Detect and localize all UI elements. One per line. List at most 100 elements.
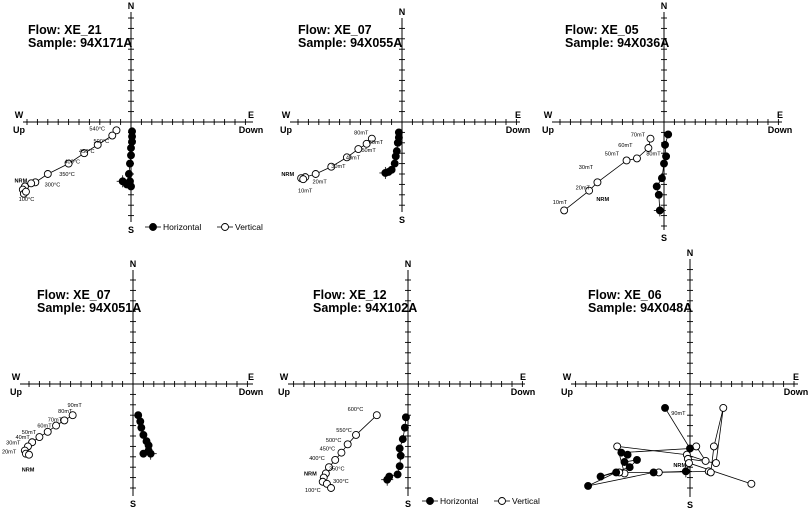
step-label: NRM (673, 463, 686, 469)
sample-title: Sample: 94X048A (588, 301, 692, 315)
axis-label-south: S (405, 499, 411, 509)
vertical-point (327, 484, 335, 492)
vertical-point (325, 463, 333, 472)
axis-label-north: N (128, 1, 135, 11)
axis-label-south: S (128, 225, 134, 235)
vertical-point (343, 440, 352, 449)
step-label: NRM (304, 472, 317, 478)
axis-label-north: N (661, 1, 668, 11)
vertical-point (60, 416, 69, 425)
vertical-point (613, 442, 622, 451)
axis-label-up: Up (13, 125, 25, 135)
horizontal-point (139, 431, 148, 439)
vertical-point (68, 411, 77, 420)
axis-label-west: W (563, 372, 572, 382)
horizontal-point (400, 423, 409, 432)
axis-label-west: W (280, 372, 289, 382)
horizontal-point (127, 144, 135, 152)
horizontal-point (623, 450, 632, 459)
step-label: 70mT (48, 417, 63, 423)
axis-label-east: E (248, 372, 254, 382)
axis-label-up: Up (10, 387, 22, 397)
axis-label-down: Down (239, 125, 264, 135)
axis-label-east: E (520, 372, 526, 382)
step-label: 500°C (94, 139, 110, 145)
axis-label-north: N (687, 248, 694, 258)
vertical-point (93, 140, 102, 149)
step-label: 50mT (22, 430, 37, 436)
vertical-point (25, 450, 33, 459)
horizontal-point (686, 444, 694, 453)
legend: Horizontal Vertical (145, 222, 263, 232)
step-label: 20mT (313, 179, 328, 185)
horizontal-point (584, 481, 593, 490)
vertical-point (64, 159, 73, 168)
step-label: 50mT (361, 148, 376, 154)
horizontal-point (655, 206, 664, 215)
vertical-point (354, 145, 363, 153)
horizontal-point (398, 435, 407, 444)
flow-title: Flow: XE_21 (28, 23, 102, 37)
sample-title: Sample: 94X102A (313, 301, 417, 315)
vertical-point (646, 134, 655, 143)
axis-label-up: Up (278, 387, 290, 397)
step-label: 300°C (333, 479, 349, 485)
horizontal-point (396, 451, 405, 460)
legend-vertical-marker (221, 223, 229, 231)
step-label: 450°C (79, 149, 95, 155)
vertical-point (80, 149, 89, 158)
step-label: 550°C (336, 428, 352, 434)
horizontal-projection-line (587, 407, 691, 487)
step-label: 80mT (354, 130, 369, 136)
horizontal-point (137, 423, 146, 432)
vertical-point (706, 468, 715, 477)
step-label: 20mT (576, 186, 591, 192)
horizontal-point (661, 403, 669, 412)
vertical-point (585, 186, 594, 195)
vertical-point (372, 411, 381, 420)
vertical-point (43, 427, 52, 436)
vertical-point (685, 459, 693, 467)
horizontal-point (391, 152, 400, 161)
step-label: 400°C (309, 456, 325, 462)
axis-label-down: Down (768, 125, 793, 135)
vertical-point (719, 403, 728, 412)
step-label: NRM (596, 197, 609, 203)
axis-label-west: W (544, 110, 553, 120)
axis-label-west: W (12, 372, 21, 382)
vertical-point (593, 178, 602, 187)
axis-label-up: Up (542, 125, 554, 135)
step-label: NRM (22, 467, 35, 473)
legend-vertical-label: Vertical (512, 496, 540, 506)
flow-title: Flow: XE_06 (588, 288, 662, 302)
horizontal-point (127, 151, 135, 160)
flow-title: Flow: XE_05 (565, 23, 639, 37)
horizontal-point (383, 475, 392, 484)
vertical-point (311, 170, 320, 178)
step-label: 350°C (59, 172, 75, 178)
vertical-point (709, 442, 718, 451)
step-label: 540°C (89, 126, 105, 132)
step-label: 450°C (320, 447, 336, 453)
horizontal-point (395, 462, 404, 471)
vertical-point (622, 156, 631, 165)
step-label: 80mT (646, 151, 661, 157)
vertical-point (633, 154, 641, 163)
step-label: 400°C (64, 160, 80, 166)
horizontal-point (126, 159, 134, 168)
axis-label-south: S (130, 499, 136, 509)
sample-title: Sample: 94X171A (28, 36, 132, 50)
vertical-point (27, 179, 36, 188)
flow-title: Flow: XE_07 (37, 288, 111, 302)
horizontal-point (661, 140, 669, 149)
legend-vertical-marker (498, 497, 506, 505)
vertical-point (712, 459, 720, 467)
axis-label-south: S (399, 215, 405, 225)
axis-label-west: W (282, 110, 291, 120)
step-label: 20mT (2, 450, 17, 456)
vertical-point (362, 139, 371, 148)
